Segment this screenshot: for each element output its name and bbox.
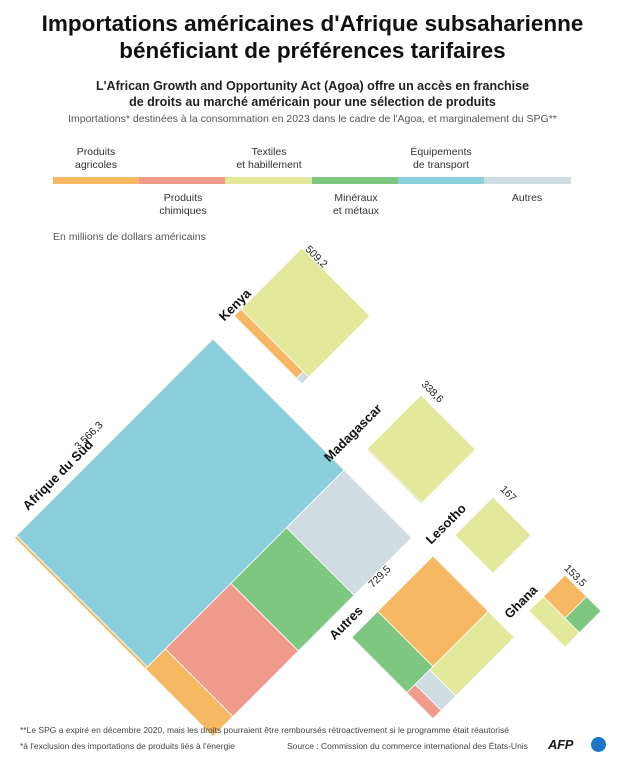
cell-afrique-du-sud-produits-agricoles-4 <box>144 648 234 737</box>
cell-autres-produits-chimiques-4 <box>406 683 442 720</box>
legend-label-agricoles: Produits agricoles <box>41 146 151 172</box>
treemap-ghana <box>528 574 602 648</box>
legend-swatch-mineraux <box>312 177 398 184</box>
legend-label-mineraux-line2: et métaux <box>332 205 380 217</box>
treemap-autres <box>351 555 515 720</box>
legend-label-transport-line2: de transport <box>412 159 470 171</box>
unit-label: En millions de dollars américains <box>53 231 206 243</box>
legend-label-textiles-line1: Textiles <box>251 146 287 158</box>
country-value-lesotho: 167 <box>498 483 519 504</box>
afp-logo-dot <box>591 737 606 752</box>
legend-label-chimiques-line2: chimiques <box>159 205 207 217</box>
cell-kenya-textiles-et-habillement <box>240 247 371 378</box>
treemap-afrique-du-sud <box>13 338 413 737</box>
treemap-kenya <box>233 247 371 385</box>
cell-kenya-autres-2 <box>296 370 310 385</box>
legend-swatch-agricoles <box>53 177 139 184</box>
footnote-energy: *à l'exclusion des importations de produ… <box>20 741 235 751</box>
chart-note: Importations* destinées à la consommatio… <box>68 113 557 125</box>
cell-ghana-mineraux-et-metaux-2 <box>564 596 602 634</box>
chart-subtitle-line2: de droits au marché américain pour une s… <box>129 95 496 109</box>
chart-title-line1: Importations américaines d'Afrique subsa… <box>41 11 584 36</box>
legend-label-textiles-line2: et habillement <box>236 159 302 171</box>
cell-madagascar-mineraux-et-metaux-2 <box>398 480 423 505</box>
legend-label-autres-line1: Autres <box>511 192 543 204</box>
treemap-lesotho <box>454 496 532 574</box>
chart-title: Importations américaines d'Afrique subsa… <box>0 10 625 64</box>
legend-swatch-chimiques <box>139 177 225 184</box>
legend-label-chimiques: Produits chimiques <box>128 192 238 218</box>
cell-afrique-du-sud-produits-agricoles-5 <box>13 535 148 670</box>
treemap-madagascar <box>365 394 477 505</box>
legend-label-transport-line1: Équipements <box>410 146 472 158</box>
legend-swatch-textiles <box>225 177 312 184</box>
legend-swatch-autres <box>484 177 571 184</box>
afp-logo: AFP <box>548 737 574 752</box>
legend-label-transport: Équipements de transport <box>386 146 496 172</box>
legend-label-autres: Autres <box>472 192 582 205</box>
cell-lesotho-textiles-et-habillement <box>454 496 532 574</box>
chart-subtitle-line1: L'African Growth and Opportunity Act (Ag… <box>95 79 530 93</box>
chart-subtitle: L'African Growth and Opportunity Act (Ag… <box>0 78 625 110</box>
legend-label-textiles: Textiles et habillement <box>214 146 324 172</box>
legend-label-mineraux: Minéraux et métaux <box>301 192 411 218</box>
legend-label-agricoles-line1: Produits <box>76 146 116 158</box>
footnote-spg: **Le SPG a expiré en décembre 2020, mais… <box>20 725 509 735</box>
footnote-source: Source : Commission du commerce internat… <box>287 741 528 751</box>
chart-title-line2: bénéficiant de préférences tarifaires <box>119 38 506 63</box>
legend-label-mineraux-line1: Minéraux <box>334 192 378 204</box>
legend-label-chimiques-line1: Produits <box>163 192 203 204</box>
legend-label-agricoles-line2: agricoles <box>74 159 118 171</box>
legend-swatch-transport <box>398 177 484 184</box>
